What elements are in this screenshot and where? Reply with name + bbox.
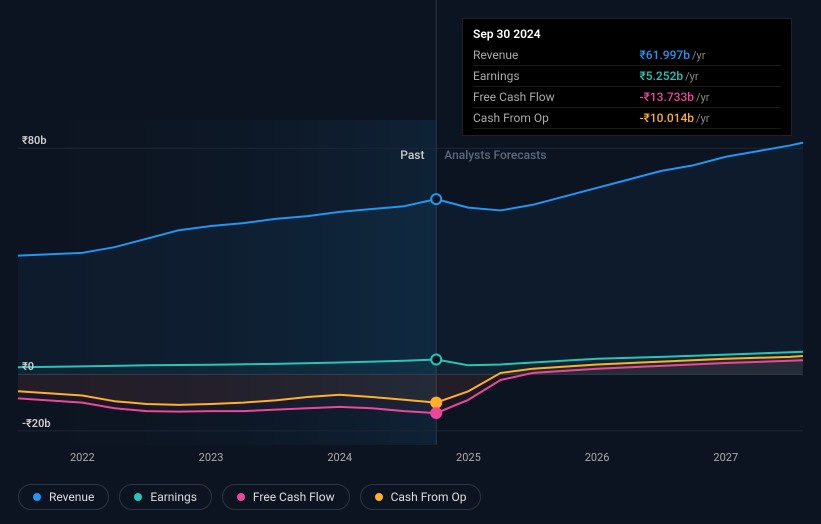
- legend-label: Free Cash Flow: [253, 490, 335, 504]
- tooltip-row-label: Free Cash Flow: [473, 87, 620, 108]
- chart-tooltip: Sep 30 2024 Revenue₹61.997b/yrEarnings₹5…: [462, 18, 792, 136]
- marker-free_cash_flow: [431, 408, 441, 418]
- legend-label: Cash From Op: [391, 490, 467, 504]
- x-axis-label: 2023: [199, 451, 224, 464]
- financials-chart: Sep 30 2024 Revenue₹61.997b/yrEarnings₹5…: [0, 0, 821, 524]
- tooltip-row: Earnings₹5.252b/yr: [473, 66, 781, 87]
- tooltip-row-label: Earnings: [473, 66, 620, 87]
- y-axis-label: ₹80b: [22, 134, 47, 147]
- tooltip-row-value: -₹13.733b/yr: [620, 87, 781, 108]
- x-axis-label: 2022: [70, 451, 95, 464]
- tooltip-row-label: Cash From Op: [473, 108, 620, 129]
- tooltip-row: Free Cash Flow-₹13.733b/yr: [473, 87, 781, 108]
- y-axis-label: -₹20b: [22, 417, 51, 430]
- x-axis-label: 2026: [585, 451, 610, 464]
- x-axis-label: 2025: [456, 451, 481, 464]
- legend-dot-icon: [33, 493, 41, 501]
- past-label: Past: [400, 148, 424, 162]
- tooltip-row-value: ₹5.252b/yr: [620, 66, 781, 87]
- tooltip-table: Revenue₹61.997b/yrEarnings₹5.252b/yrFree…: [473, 45, 781, 129]
- x-axis-label: 2027: [713, 451, 738, 464]
- marker-cash_from_op: [431, 398, 441, 408]
- tooltip-row-label: Revenue: [473, 45, 620, 66]
- legend-item[interactable]: Earnings: [119, 484, 212, 510]
- legend-label: Revenue: [49, 490, 94, 504]
- legend-dot-icon: [375, 493, 383, 501]
- marker-earnings: [431, 355, 441, 365]
- y-axis-label: ₹0: [22, 360, 34, 373]
- x-axis-label: 2024: [327, 451, 352, 464]
- legend-item[interactable]: Free Cash Flow: [222, 484, 350, 510]
- legend-item[interactable]: Cash From Op: [360, 484, 482, 510]
- forecast-label: Analysts Forecasts: [444, 148, 546, 162]
- marker-revenue: [431, 194, 441, 204]
- tooltip-row-value: ₹61.997b/yr: [620, 45, 781, 66]
- tooltip-row: Revenue₹61.997b/yr: [473, 45, 781, 66]
- chart-legend: Revenue Earnings Free Cash Flow Cash From O…: [18, 484, 481, 510]
- legend-item[interactable]: Revenue: [18, 484, 109, 510]
- legend-dot-icon: [134, 493, 142, 501]
- legend-label: Earnings: [150, 490, 197, 504]
- tooltip-row-value: -₹10.014b/yr: [620, 108, 781, 129]
- tooltip-row: Cash From Op-₹10.014b/yr: [473, 108, 781, 129]
- tooltip-date: Sep 30 2024: [473, 25, 781, 45]
- legend-dot-icon: [237, 493, 245, 501]
